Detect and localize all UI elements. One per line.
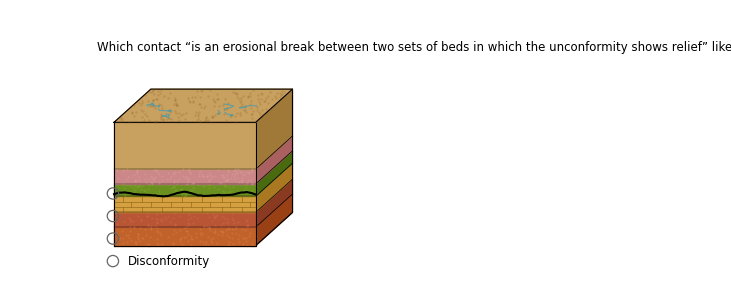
Polygon shape: [256, 194, 292, 246]
Polygon shape: [114, 196, 256, 212]
Text: Nonconformity: Nonconformity: [128, 209, 215, 222]
Polygon shape: [114, 227, 256, 246]
Text: Disconformity: Disconformity: [128, 255, 211, 268]
Text: Which contact “is an erosional break between two sets of beds in which the uncon: Which contact “is an erosional break bet…: [97, 41, 731, 54]
Polygon shape: [256, 89, 292, 169]
Polygon shape: [256, 163, 292, 212]
Polygon shape: [256, 136, 292, 184]
Polygon shape: [256, 151, 292, 196]
Polygon shape: [256, 179, 292, 227]
Text: Angular unconformity: Angular unconformity: [128, 187, 257, 200]
Polygon shape: [114, 212, 256, 227]
Polygon shape: [114, 89, 292, 122]
Polygon shape: [114, 122, 256, 169]
Polygon shape: [114, 169, 256, 184]
Text: Paraconformity: Paraconformity: [128, 232, 218, 245]
Polygon shape: [114, 184, 256, 196]
